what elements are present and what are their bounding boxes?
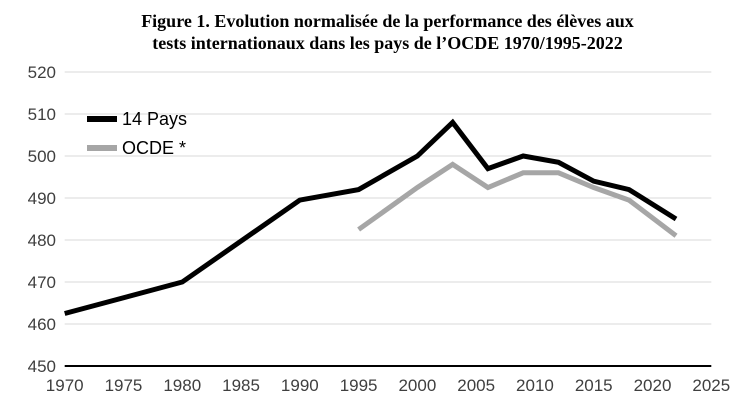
series-line-ocde- [357,161,678,238]
x-tick-label: 1975 [105,376,143,395]
x-tick-label: 1980 [163,376,201,395]
x-tick-label: 1970 [46,376,84,395]
x-tick-label: 2005 [457,376,495,395]
legend-label-1: 14 Pays [122,109,187,129]
y-tick-label: 520 [28,63,56,82]
x-tick-label: 2015 [575,376,613,395]
y-tick-label: 500 [28,147,56,166]
chart-title-line-1: Figure 1. Evolution normalisée de la per… [141,11,634,31]
x-tick-label: 1990 [281,376,319,395]
series-line-14-pays [64,118,678,316]
chart-title: Figure 1. Evolution normalisée de la per… [64,10,711,54]
x-tick-label: 2010 [516,376,554,395]
y-tick-label: 480 [28,231,56,250]
x-tick-label: 2025 [692,376,730,395]
y-tick-label: 450 [28,357,56,376]
y-tick-label: 470 [28,273,56,292]
y-tick-label: 460 [28,315,56,334]
y-tick-label: 490 [28,189,56,208]
x-tick-label: 2020 [634,376,672,395]
y-tick-label: 510 [28,105,56,124]
x-tick-label: 1985 [222,376,260,395]
x-tick-label: 1995 [340,376,378,395]
chart-title-line-2: tests internationaux dans les pays de l’… [152,33,623,53]
legend-label-2: OCDE * [122,138,186,158]
x-tick-label: 2000 [398,376,436,395]
